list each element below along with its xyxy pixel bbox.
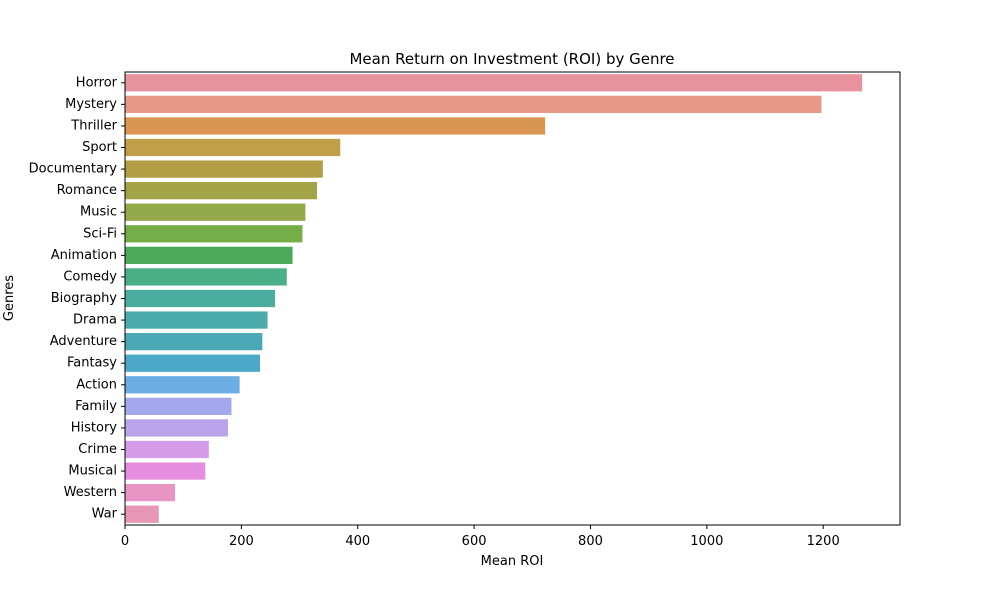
bar-crime xyxy=(125,440,209,459)
y-tick-label: Drama xyxy=(73,313,117,328)
bar-music xyxy=(125,203,306,221)
x-tick-label: 800 xyxy=(578,534,603,549)
bar-comedy xyxy=(125,268,287,286)
bar-romance xyxy=(125,182,318,200)
y-tick-label: Sci-Fi xyxy=(83,226,117,241)
y-tick-label: Adventure xyxy=(50,334,117,349)
y-tick-label: Music xyxy=(80,205,117,220)
y-tick-label: Crime xyxy=(78,442,117,457)
bar-documentary xyxy=(125,160,323,178)
y-tick-label: Musical xyxy=(68,464,117,479)
x-tick-label: 1000 xyxy=(690,534,723,549)
y-tick-label: Fantasy xyxy=(67,356,117,371)
bar-horror xyxy=(125,74,863,92)
bar-action xyxy=(125,376,240,394)
bar-fantasy xyxy=(125,354,260,372)
y-tick-label: Animation xyxy=(51,248,117,263)
y-tick-label: Family xyxy=(75,399,117,414)
y-tick-label: Mystery xyxy=(65,97,117,112)
x-axis-ticks: 0 200 400 600 800 1000 1200 xyxy=(121,525,840,549)
bar-biography xyxy=(125,289,276,308)
bar-war xyxy=(125,505,159,523)
y-tick-label: War xyxy=(92,507,118,522)
x-tick-label: 600 xyxy=(462,534,487,549)
x-tick-label: 400 xyxy=(345,534,370,549)
y-tick-label: Action xyxy=(76,377,117,392)
bar-animation xyxy=(125,246,293,264)
bar-western xyxy=(125,484,176,502)
bar-adventure xyxy=(125,333,263,351)
y-tick-label: Romance xyxy=(57,183,117,198)
bar-history xyxy=(125,419,228,437)
y-tick-label: Biography xyxy=(51,291,118,306)
bars-group xyxy=(125,74,863,523)
chart-title: Mean Return on Investment (ROI) by Genre xyxy=(349,50,674,68)
y-tick-label: History xyxy=(71,420,118,435)
x-tick-label: 1200 xyxy=(807,534,840,549)
y-tick-label: Sport xyxy=(82,140,117,155)
bar-family xyxy=(125,397,232,415)
y-tick-label: Comedy xyxy=(63,269,117,284)
plot-frame xyxy=(124,71,901,526)
x-tick-label: 0 xyxy=(121,534,129,549)
y-tick-label: Western xyxy=(64,485,117,500)
y-axis-label: Genres xyxy=(2,275,17,321)
x-tick-label: 200 xyxy=(229,534,254,549)
bar-sport xyxy=(125,138,341,157)
y-tick-label: Thriller xyxy=(70,118,117,133)
y-tick-label: Horror xyxy=(76,75,118,90)
bar-thriller xyxy=(125,117,546,135)
bar-musical xyxy=(125,462,206,480)
x-axis-label: Mean ROI xyxy=(481,554,544,569)
y-axis-ticks: Horror Mystery Thriller Sport Documentary Rom… xyxy=(29,75,125,522)
y-tick-label: Documentary xyxy=(29,162,118,177)
bar-mystery xyxy=(125,95,822,113)
bar-drama xyxy=(125,311,268,329)
bar-sci-fi xyxy=(125,225,303,243)
